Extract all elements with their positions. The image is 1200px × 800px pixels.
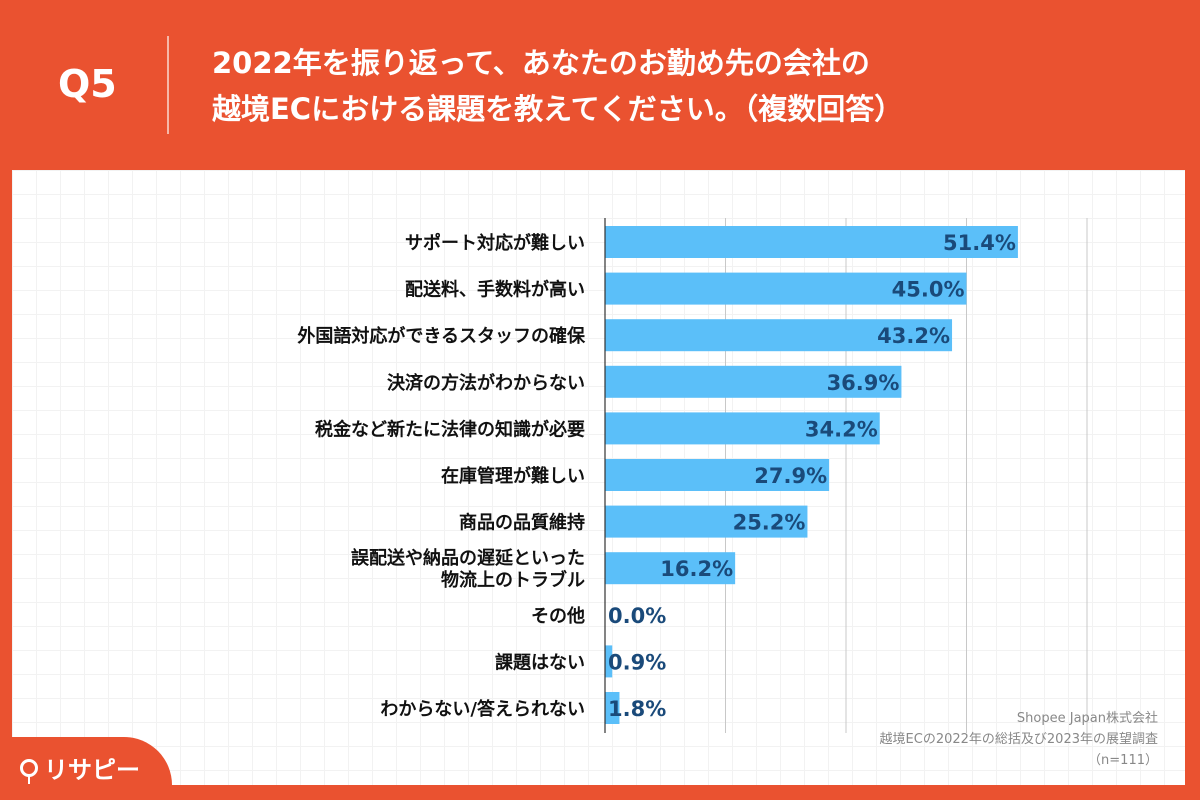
sample-size: （n=111） <box>1088 753 1158 768</box>
bar <box>605 459 830 491</box>
data-label: 0.9% <box>608 650 666 674</box>
bar <box>605 692 620 724</box>
category-label: その他 <box>531 605 585 627</box>
chart-title: 2022年を振り返って、あなたのお勤め先の会社の 越境ECにおける課題を教えてく… <box>212 46 904 126</box>
bar <box>605 365 902 398</box>
source-survey: 越境ECの2022年の総括及び2023年の展望調査 <box>879 732 1158 747</box>
bar <box>605 645 613 678</box>
bar <box>605 272 967 305</box>
data-label: 43.2% <box>877 324 950 348</box>
category-label: 決済の方法がわからない <box>387 372 585 394</box>
category-label: 外国語対応ができるスタッフの確保 <box>297 325 586 347</box>
divider <box>167 36 169 134</box>
category-label: サポート対応が難しい <box>405 232 585 254</box>
data-label: 27.9% <box>754 464 827 488</box>
bar <box>605 412 880 445</box>
bar <box>605 505 808 538</box>
source-company: Shopee Japan株式会社 <box>1016 711 1158 726</box>
bar <box>605 226 1018 258</box>
category-label: 税金など新たに法律の知識が必要 <box>315 418 585 440</box>
logo-text: リサピー <box>44 756 140 784</box>
pin-icon <box>20 758 38 784</box>
data-label: 36.9% <box>827 371 900 395</box>
question-number: Q5 <box>58 62 117 106</box>
data-label: 45.0% <box>892 278 965 302</box>
data-label: 51.4% <box>943 231 1016 255</box>
category-label: 在庫管理が難しい <box>441 465 585 487</box>
chart-panel <box>12 170 1185 785</box>
header: Q5 2022年を振り返って、あなたのお勤め先の会社の 越境ECにおける課題を教… <box>0 0 1200 170</box>
data-label: 0.0% <box>608 604 666 628</box>
data-label: 25.2% <box>733 511 806 535</box>
category-label: 課題はない <box>495 651 585 673</box>
source-note: Shopee Japan株式会社 越境ECの2022年の総括及び2023年の展望… <box>880 708 1158 771</box>
logo: リサピー <box>20 750 140 785</box>
data-label: 1.8% <box>608 697 666 721</box>
data-label: 16.2% <box>660 557 733 581</box>
category-label: 配送料、手数料が高い <box>405 279 585 301</box>
category-label: 商品の品質維持 <box>459 512 585 534</box>
category-label: 誤配送や納品の遅延といった物流上のトラブル <box>351 547 585 591</box>
category-label: わからない/答えられない <box>380 698 585 720</box>
bar <box>605 552 736 585</box>
bar <box>605 319 953 352</box>
data-label: 34.2% <box>805 417 878 441</box>
